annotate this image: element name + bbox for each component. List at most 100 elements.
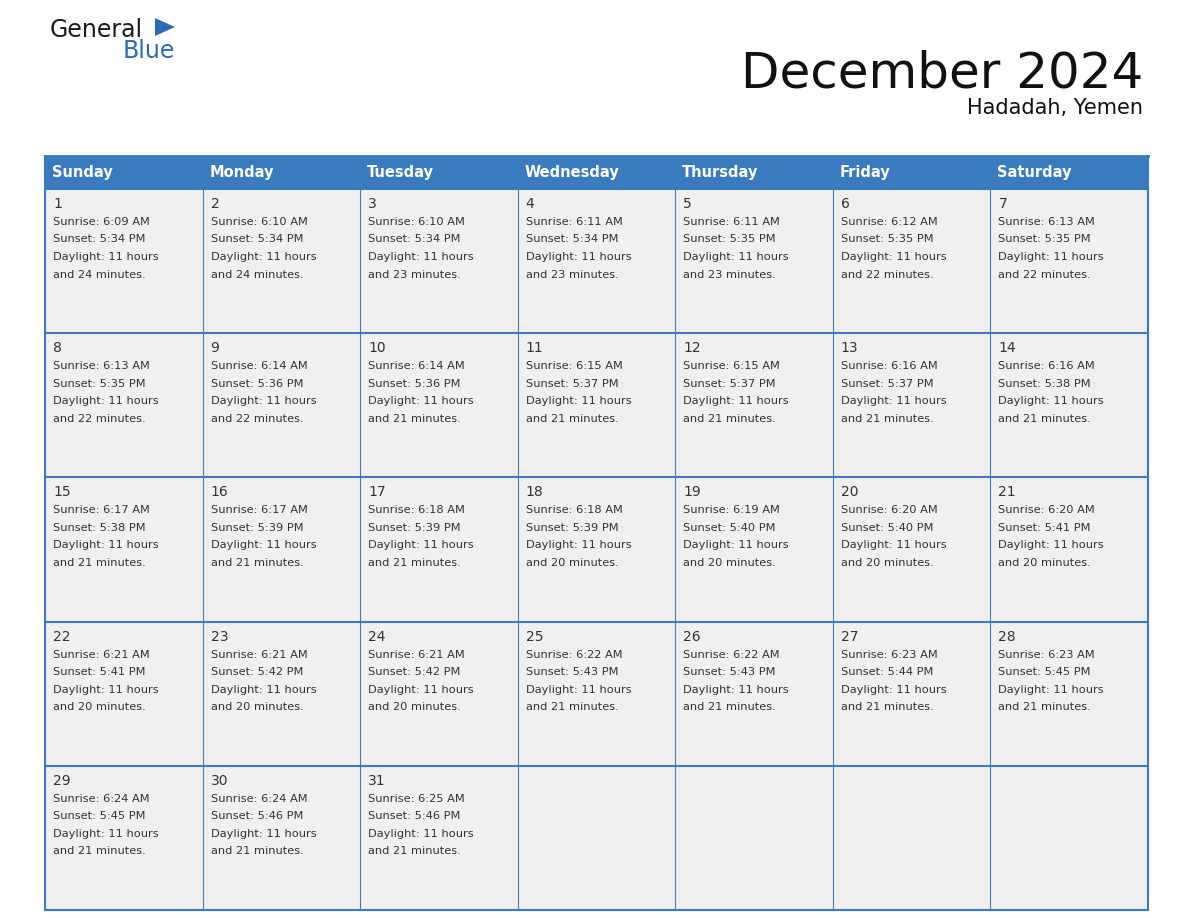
Text: Sunset: 5:39 PM: Sunset: 5:39 PM [210, 523, 303, 533]
Text: Sunset: 5:44 PM: Sunset: 5:44 PM [841, 667, 934, 677]
Text: 8: 8 [53, 341, 62, 355]
Text: 7: 7 [998, 197, 1007, 211]
Text: 18: 18 [526, 486, 543, 499]
Text: 1: 1 [53, 197, 62, 211]
Text: Sunrise: 6:22 AM: Sunrise: 6:22 AM [683, 650, 779, 660]
Text: Daylight: 11 hours: Daylight: 11 hours [368, 541, 474, 551]
Text: Sunset: 5:40 PM: Sunset: 5:40 PM [683, 523, 776, 533]
Bar [991, 333, 1148, 477]
Text: Sunrise: 6:09 AM: Sunrise: 6:09 AM [53, 217, 150, 227]
Bar [675, 156, 833, 189]
Text: 30: 30 [210, 774, 228, 788]
Text: Daylight: 11 hours: Daylight: 11 hours [368, 397, 474, 406]
Bar [203, 621, 360, 766]
Text: Sunrise: 6:21 AM: Sunrise: 6:21 AM [210, 650, 308, 660]
Text: Daylight: 11 hours: Daylight: 11 hours [53, 829, 159, 839]
Bar [833, 621, 991, 766]
Bar [360, 333, 518, 477]
Text: Sunrise: 6:24 AM: Sunrise: 6:24 AM [210, 794, 308, 804]
Bar [675, 766, 833, 910]
Text: Daylight: 11 hours: Daylight: 11 hours [998, 252, 1104, 262]
Text: Sunset: 5:45 PM: Sunset: 5:45 PM [53, 812, 145, 822]
Text: Sunday: Sunday [52, 165, 113, 180]
Text: and 21 minutes.: and 21 minutes. [368, 558, 461, 568]
Text: Monday: Monday [209, 165, 274, 180]
Text: Tuesday: Tuesday [367, 165, 434, 180]
Bar [518, 766, 675, 910]
Text: December 2024: December 2024 [741, 50, 1143, 98]
Text: Daylight: 11 hours: Daylight: 11 hours [683, 541, 789, 551]
Text: Sunrise: 6:21 AM: Sunrise: 6:21 AM [368, 650, 465, 660]
Text: Sunrise: 6:22 AM: Sunrise: 6:22 AM [526, 650, 623, 660]
Bar [360, 156, 518, 189]
Text: Sunset: 5:35 PM: Sunset: 5:35 PM [998, 234, 1091, 244]
Text: Sunrise: 6:11 AM: Sunrise: 6:11 AM [683, 217, 781, 227]
Bar [675, 189, 833, 333]
Text: and 20 minutes.: and 20 minutes. [683, 558, 776, 568]
Text: 4: 4 [526, 197, 535, 211]
Text: 31: 31 [368, 774, 386, 788]
Text: Daylight: 11 hours: Daylight: 11 hours [526, 252, 631, 262]
Text: Sunrise: 6:17 AM: Sunrise: 6:17 AM [53, 506, 150, 515]
Bar [45, 766, 203, 910]
Text: Sunset: 5:38 PM: Sunset: 5:38 PM [53, 523, 146, 533]
Text: and 22 minutes.: and 22 minutes. [841, 270, 934, 279]
Text: Daylight: 11 hours: Daylight: 11 hours [998, 397, 1104, 406]
Bar [45, 333, 203, 477]
Text: and 21 minutes.: and 21 minutes. [683, 702, 776, 712]
Text: Sunrise: 6:10 AM: Sunrise: 6:10 AM [210, 217, 308, 227]
Text: and 21 minutes.: and 21 minutes. [368, 846, 461, 856]
Text: 27: 27 [841, 630, 859, 644]
Bar [45, 621, 203, 766]
Bar [203, 333, 360, 477]
Text: Sunset: 5:46 PM: Sunset: 5:46 PM [368, 812, 461, 822]
Text: and 22 minutes.: and 22 minutes. [998, 270, 1091, 279]
Bar [518, 333, 675, 477]
Text: Sunset: 5:43 PM: Sunset: 5:43 PM [526, 667, 618, 677]
Text: and 21 minutes.: and 21 minutes. [998, 414, 1092, 424]
Text: and 21 minutes.: and 21 minutes. [53, 846, 146, 856]
Text: and 21 minutes.: and 21 minutes. [210, 846, 303, 856]
Text: Sunrise: 6:15 AM: Sunrise: 6:15 AM [683, 361, 781, 371]
Text: and 21 minutes.: and 21 minutes. [841, 702, 934, 712]
Text: Daylight: 11 hours: Daylight: 11 hours [53, 397, 159, 406]
Text: Daylight: 11 hours: Daylight: 11 hours [841, 685, 947, 695]
Text: Sunrise: 6:14 AM: Sunrise: 6:14 AM [210, 361, 308, 371]
Text: Daylight: 11 hours: Daylight: 11 hours [683, 252, 789, 262]
Text: Daylight: 11 hours: Daylight: 11 hours [526, 541, 631, 551]
Bar [833, 333, 991, 477]
Text: 23: 23 [210, 630, 228, 644]
Text: Sunset: 5:42 PM: Sunset: 5:42 PM [210, 667, 303, 677]
Text: Daylight: 11 hours: Daylight: 11 hours [841, 397, 947, 406]
Text: and 21 minutes.: and 21 minutes. [841, 414, 934, 424]
Text: Hadadah, Yemen: Hadadah, Yemen [967, 98, 1143, 118]
Text: Daylight: 11 hours: Daylight: 11 hours [368, 829, 474, 839]
Bar [518, 156, 675, 189]
Text: Daylight: 11 hours: Daylight: 11 hours [53, 252, 159, 262]
Text: General: General [50, 18, 143, 42]
Bar [675, 477, 833, 621]
Text: Daylight: 11 hours: Daylight: 11 hours [526, 685, 631, 695]
Text: and 22 minutes.: and 22 minutes. [210, 414, 303, 424]
Bar [203, 477, 360, 621]
Text: Daylight: 11 hours: Daylight: 11 hours [53, 541, 159, 551]
Bar [518, 621, 675, 766]
Text: and 22 minutes.: and 22 minutes. [53, 414, 146, 424]
Text: Sunrise: 6:18 AM: Sunrise: 6:18 AM [368, 506, 465, 515]
Bar [833, 766, 991, 910]
Text: and 24 minutes.: and 24 minutes. [53, 270, 146, 279]
Text: Saturday: Saturday [998, 165, 1072, 180]
Bar [833, 156, 991, 189]
Text: Sunrise: 6:14 AM: Sunrise: 6:14 AM [368, 361, 465, 371]
Bar [360, 766, 518, 910]
Text: Daylight: 11 hours: Daylight: 11 hours [53, 685, 159, 695]
Text: Daylight: 11 hours: Daylight: 11 hours [210, 397, 316, 406]
Text: Daylight: 11 hours: Daylight: 11 hours [526, 397, 631, 406]
Text: and 20 minutes.: and 20 minutes. [53, 702, 146, 712]
Text: and 24 minutes.: and 24 minutes. [210, 270, 303, 279]
Text: 25: 25 [526, 630, 543, 644]
Text: and 21 minutes.: and 21 minutes. [368, 414, 461, 424]
Text: 26: 26 [683, 630, 701, 644]
Text: 3: 3 [368, 197, 377, 211]
Text: 6: 6 [841, 197, 849, 211]
